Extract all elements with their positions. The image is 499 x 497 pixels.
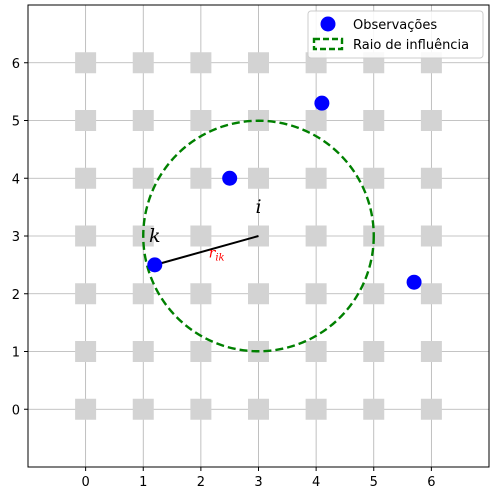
grid-point (420, 341, 442, 362)
grid-point (363, 110, 385, 131)
grid-point (132, 110, 154, 131)
legend-marker-observations (320, 16, 336, 32)
influence-circle-group (142, 119, 375, 353)
grid-point (75, 167, 97, 189)
annotation-label-i: i (255, 196, 261, 218)
grid-point (190, 341, 212, 362)
legend-label-influence: Raio de influência (353, 38, 469, 53)
legend-label-observations: Observações (353, 18, 437, 33)
x-tick-label: 1 (139, 475, 147, 490)
y-tick-label: 6 (12, 57, 20, 72)
y-tick-label: 5 (12, 115, 20, 130)
grid-point (305, 283, 327, 305)
grid-point (132, 283, 154, 305)
grid-point (420, 167, 442, 189)
grid-point (248, 52, 269, 74)
grid-point (420, 283, 442, 305)
grid-point (248, 167, 269, 189)
grid-point (190, 52, 212, 74)
x-tick-label: 6 (427, 475, 435, 490)
grid-point (190, 283, 212, 305)
grid-point (132, 167, 154, 189)
grid-point (248, 283, 269, 305)
grid-point (190, 225, 212, 247)
x-tick-label: 0 (81, 475, 89, 490)
observation-point (314, 95, 330, 111)
grid-point (190, 110, 212, 131)
x-tick-label: 2 (197, 475, 205, 490)
grid-point (420, 225, 442, 247)
grid-point (75, 398, 97, 420)
y-tick-label: 2 (12, 288, 20, 303)
grid-point (132, 52, 154, 74)
grid-point (75, 52, 97, 74)
y-tick-label: 0 (12, 403, 20, 418)
grid-point (420, 110, 442, 131)
observation-point (406, 274, 422, 290)
legend: Observações Raio de influência (307, 10, 484, 59)
grid-point (305, 225, 327, 247)
grid-point (305, 167, 327, 189)
grid-point (363, 167, 385, 189)
influence-radius-circle (142, 119, 375, 353)
x-tick-label: 4 (312, 475, 320, 490)
grid-point (363, 341, 385, 362)
x-tick-label: 5 (370, 475, 378, 490)
grid-point (132, 398, 154, 420)
y-tick-label: 4 (12, 172, 20, 187)
grid-point (363, 283, 385, 305)
grid-point (75, 110, 97, 131)
grid-point (75, 341, 97, 362)
annotation-label-k: k (149, 225, 161, 247)
grid-point (305, 341, 327, 362)
legend-box (307, 10, 484, 59)
grid-point (305, 110, 327, 131)
x-tick-label: 3 (254, 475, 262, 490)
y-tick-label: 3 (12, 230, 20, 245)
grid-point (75, 225, 97, 247)
grid-point (190, 398, 212, 420)
grid-point (248, 398, 269, 420)
observation-point (222, 170, 238, 186)
axis-ticks: 0 1 2 3 4 5 6 0 1 2 3 4 5 6 (12, 57, 436, 490)
legend-marker-influence (312, 37, 344, 51)
annotations: ik (149, 196, 262, 247)
grid-point (420, 398, 442, 420)
distance-arrow-group: rik (149, 235, 259, 270)
grid-point (190, 167, 212, 189)
grid-point (305, 398, 327, 420)
y-tick-label: 1 (12, 346, 20, 361)
grid-point (132, 341, 154, 362)
distance-label: rik (209, 245, 225, 263)
grid-point (75, 283, 97, 305)
observation-points (147, 95, 422, 290)
grid-point (363, 398, 385, 420)
distance-arrow (149, 235, 259, 270)
observation-point (147, 257, 163, 273)
